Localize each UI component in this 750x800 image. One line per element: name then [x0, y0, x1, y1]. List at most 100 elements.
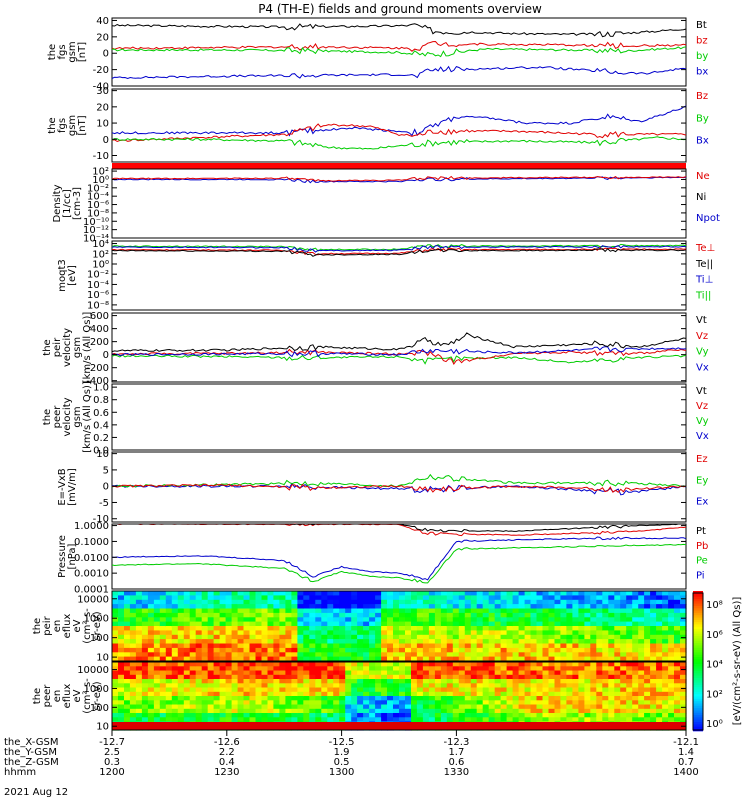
spectrogram-cell [339, 708, 346, 714]
spectrogram-cell [183, 674, 191, 680]
spectrogram-cell [357, 713, 364, 718]
spectrogram-cell [291, 700, 298, 706]
y-tick-label: -5 [99, 498, 109, 509]
spectrogram-cell [446, 643, 454, 649]
spectrogram-cell [650, 656, 657, 662]
spectrogram-cell [458, 595, 466, 601]
spectrogram-cell [524, 626, 532, 631]
spectrogram-cell [345, 656, 352, 662]
spectrogram-cell [375, 700, 382, 706]
spectrogram-cell [297, 617, 304, 623]
spectrogram-cell [536, 687, 544, 693]
spectrogram-cell [219, 630, 227, 636]
spectrogram-cell [434, 656, 442, 662]
spectrogram-cell [159, 717, 167, 723]
spectrogram-cell [339, 687, 346, 693]
spectrogram-cell [428, 708, 436, 714]
spectrogram-cell [189, 621, 197, 627]
spectrogram-cell [118, 626, 125, 631]
series-by [111, 46, 687, 58]
spectrogram-cell [129, 691, 137, 697]
spectrogram-cell [656, 679, 663, 684]
spectrogram-cell [440, 639, 448, 645]
spectrogram-cell [267, 612, 275, 618]
spectrogram-cell [183, 599, 191, 605]
spectrogram-cell [237, 599, 245, 605]
spectrogram-cell [315, 700, 322, 706]
spectrogram-cell [393, 647, 400, 653]
spectrogram-cell [482, 708, 490, 714]
spectrogram-cell [578, 670, 585, 676]
spectrogram-cell [578, 691, 585, 697]
y-axis-label-line: sr-eV) [92, 681, 103, 710]
spectrogram-cell [285, 647, 292, 653]
spectrogram-cell [345, 700, 352, 706]
spectrogram-cell [273, 630, 280, 636]
spectrogram-cell [231, 666, 239, 672]
spectrogram-cell [656, 621, 663, 627]
spectrogram-cell [321, 666, 328, 672]
spectrogram-cell [315, 670, 322, 676]
spectrogram-cell [345, 643, 352, 649]
spectrogram-cell [387, 621, 394, 627]
spectrogram-cell [578, 604, 585, 610]
spectrogram-cell [273, 713, 280, 718]
spectrogram-cell [440, 670, 448, 676]
spectrogram-cell [488, 696, 496, 701]
legend-Vt: Vt [696, 386, 707, 397]
spectrogram-cell [261, 634, 269, 640]
spectrogram-cell [261, 617, 269, 623]
spectrogram-cell [440, 691, 448, 697]
spectrogram-cell [375, 683, 382, 689]
spectrogram-cell [638, 713, 645, 718]
spectrogram-cell [470, 704, 478, 710]
spectrogram-cell [369, 591, 376, 596]
spectrogram-cell [135, 704, 143, 710]
spectrogram-cell [231, 604, 239, 610]
spectrogram-cell [225, 621, 233, 627]
spectrogram-cell [644, 704, 651, 710]
spectrogram-cell [428, 683, 436, 689]
spectrogram-cell [411, 626, 418, 631]
spectrogram-cell [494, 679, 502, 684]
spectrogram-cell [668, 656, 675, 662]
spectrogram-cell [357, 670, 364, 676]
spectrogram-cell [177, 656, 185, 662]
spectrogram-cell [267, 670, 275, 676]
spectrogram-cell [662, 595, 669, 601]
spectrogram-cell [393, 670, 400, 676]
y-axis-label-line: [eV] [67, 265, 78, 286]
spectrogram-cell [273, 683, 280, 689]
spectrogram-cell [632, 612, 639, 618]
spectrogram-cell [207, 626, 215, 631]
panel-frame [111, 240, 687, 311]
y-axis-label: E=-VxB[mV/m] [57, 468, 78, 506]
spectrogram-cell [171, 666, 179, 672]
spectrogram-cell [566, 704, 573, 710]
spectrogram-cell [440, 599, 448, 605]
spectrogram-cell [291, 717, 298, 723]
spectrogram-cell [590, 708, 597, 714]
spectrogram-cell [279, 591, 286, 596]
spectrogram-cell [626, 666, 633, 672]
spectrogram-cell [428, 604, 436, 610]
spectrogram-cell [632, 621, 639, 627]
spectrogram-cell [267, 608, 275, 614]
spectrogram-cell [584, 704, 591, 710]
spectrogram-cell [159, 621, 167, 627]
spectrogram-cell [638, 634, 645, 640]
spectrogram-cell [303, 595, 310, 601]
spectrogram-cell [159, 626, 167, 631]
spectrogram-cell [309, 621, 316, 627]
spectrogram-cell [375, 595, 382, 601]
spectrogram-cell [345, 717, 352, 723]
spectrogram-cell [572, 713, 579, 718]
spectrogram-cell [524, 595, 532, 601]
spectrogram-cell [279, 704, 286, 710]
spectrogram-cell [225, 626, 233, 631]
spectrogram-cell [291, 683, 298, 689]
spectrogram-cell [572, 647, 579, 653]
spectrogram-cell [434, 670, 442, 676]
spectrogram-cell [147, 643, 155, 649]
spectrogram-cell [153, 704, 161, 710]
